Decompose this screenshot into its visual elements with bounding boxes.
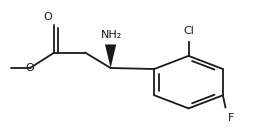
Text: Cl: Cl [183, 26, 194, 36]
Text: F: F [228, 113, 234, 123]
Text: O: O [26, 63, 34, 73]
Polygon shape [105, 44, 116, 68]
Text: O: O [43, 12, 52, 22]
Text: NH₂: NH₂ [101, 30, 123, 40]
